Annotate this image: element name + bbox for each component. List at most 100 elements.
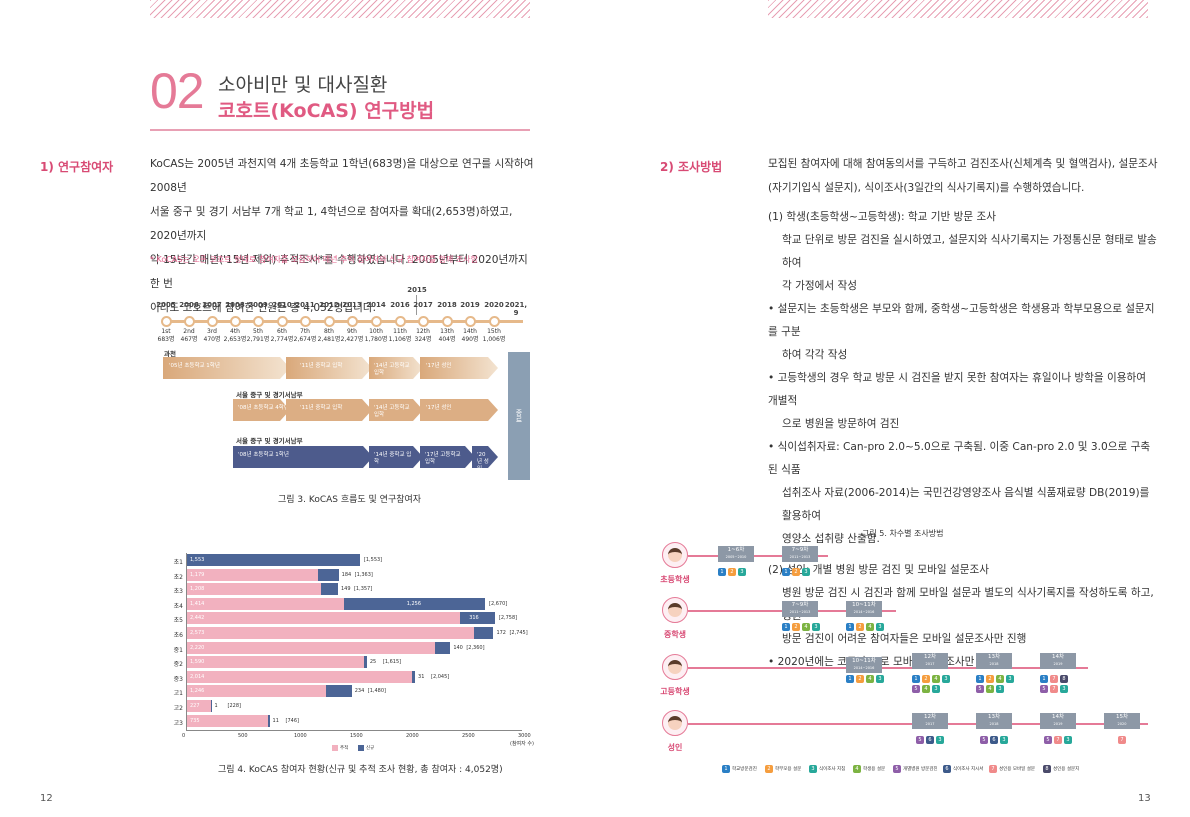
method-badge: 7 xyxy=(1118,736,1126,744)
method-badge: 3 xyxy=(996,685,1004,693)
chart-bar-follow: 1,179 xyxy=(186,568,319,581)
timeline-year: 2019 xyxy=(460,301,480,309)
chart-bar-label: 234 xyxy=(354,688,365,695)
row3-arrow-3: '17년 고등학교 입학 xyxy=(420,446,475,468)
method-badge: 2 xyxy=(792,568,800,576)
timeline-year: 2012 xyxy=(319,301,339,309)
chart-category-label: 초1 xyxy=(173,559,183,566)
para-line: (2) 성인: 개별 병원 방문 검진 및 모바일 설문조사 xyxy=(768,564,989,576)
chart-bar-follow: 735 xyxy=(186,714,269,727)
chart-bar-label: 227 xyxy=(190,703,200,709)
chart-bar-label: 1,553 xyxy=(190,557,205,563)
chart-bar-follow: 227 xyxy=(186,700,212,712)
method-badge: 2 xyxy=(728,568,736,576)
heading-participants: 1) 연구참여자 xyxy=(40,160,114,174)
fig5-legend-item: 8 성인용 설문지 xyxy=(1043,765,1079,773)
section-subtitle: 소아비만 및 대사질환 xyxy=(218,74,388,96)
section-rule xyxy=(150,129,530,131)
timeline-wave-label: 1st 683명 xyxy=(157,328,175,343)
method-badge: 4 xyxy=(802,623,810,631)
timeline-dot xyxy=(253,316,264,327)
timeline-wave-label: 2nd 467명 xyxy=(180,328,198,343)
method-badge: 5 xyxy=(1044,736,1052,744)
fig5-legend-item: 5 개별병원 방문검진 xyxy=(893,765,938,773)
method-badge: 3 xyxy=(802,568,810,576)
para-line: 병원 방문 검진 시 검진과 함께 모바일 설문과 별도의 식사기록지를 작성하… xyxy=(782,587,1154,622)
method-badge: 4 xyxy=(866,623,874,631)
row1-arrow-1: '05년 초등학교 1학년 xyxy=(163,357,290,379)
figure4-caption: 그림 4. KoCAS 참여자 현황(신규 및 추적 조사 현황, 총 참여자 … xyxy=(218,765,503,775)
para-line: 서울 중구 및 경기 서남부 7개 학교 1, 4학년으로 참여자를 확대(2,… xyxy=(150,206,513,242)
chart-bar-follow: 2,014 xyxy=(186,670,412,683)
method-badge: 1 xyxy=(782,623,790,631)
method-badge: 3 xyxy=(932,685,940,693)
chart-bar-label: 2,220 xyxy=(190,644,205,651)
chart-category-label: 중1 xyxy=(173,646,183,654)
chart-x-tick: 3000 xyxy=(518,733,531,739)
chart-x-tick: 0 xyxy=(182,733,186,739)
methods-intro: 모집된 참여자에 대해 참여동의서를 구득하고 검진조사(신체계측 및 혈액검사… xyxy=(768,152,1158,200)
row3-arrow-2: '14년 중학교 입학 xyxy=(369,446,423,468)
chart-bar-label: 140 xyxy=(453,644,463,651)
chart-total-label: [1,363] xyxy=(354,571,373,578)
fig5-legend-item: 3 식이조사 지침 xyxy=(809,765,845,773)
figure3-caption: 그림 3. KoCAS 흐름도 및 연구참여자 xyxy=(278,495,422,505)
timeline-dot xyxy=(184,316,195,327)
timeline-dot xyxy=(300,316,311,327)
chart-bar-label: 2,573 xyxy=(190,630,205,636)
chart-bar-label: 735 xyxy=(190,717,200,724)
timeline-year: 2016 xyxy=(390,301,410,309)
person-adult-icon xyxy=(662,710,688,736)
row3-arrow-4: '20년 성인 xyxy=(472,446,498,468)
timeline-wave-label: 13th 404명 xyxy=(438,328,456,343)
chart-total-label: [1,615] xyxy=(382,659,402,666)
methods-details: (1) 학생(초등학생~고등학생): 학교 기반 방문 조사 학교 단위로 방문… xyxy=(768,206,1158,674)
header-hatch-right xyxy=(768,0,1148,18)
label-middle: 중학생 xyxy=(663,630,687,639)
chart-bar-label: 2,442 xyxy=(190,615,205,622)
timeline-year: 2009 xyxy=(248,301,268,309)
timeline-dot xyxy=(277,316,288,327)
chart-bar-new xyxy=(211,700,213,712)
timeline-dot xyxy=(347,316,358,327)
chart-bar-label: 11 xyxy=(272,717,279,724)
timeline-dot xyxy=(324,316,335,327)
method-badge: 3 xyxy=(876,623,884,631)
timeline-dot xyxy=(161,316,172,327)
chart-legend-new: 신규 xyxy=(358,745,374,751)
para-line: 각 가정에서 작성 xyxy=(782,280,857,292)
timeline-year: 2020 xyxy=(484,301,504,309)
para-line: KoCAS는 2005년 과천지역 4개 초등학교 1학년(683명)을 대상으… xyxy=(150,158,534,194)
method-badge: 6 xyxy=(990,736,998,744)
method-badge: 4 xyxy=(996,675,1004,683)
method-badge: 4 xyxy=(866,675,874,683)
method-badge: 5 xyxy=(1040,685,1048,693)
chart-x-tick: 2500 xyxy=(462,733,475,739)
chart-category-label: 초5 xyxy=(173,617,183,625)
timeline-wave-label: 10th 1,780명 xyxy=(364,328,388,343)
label-adult: 성인 xyxy=(667,743,683,752)
chart-bar-label: 1,208 xyxy=(190,586,205,593)
group-label-seoul-1: 서울 중구 및 경기서남부 xyxy=(236,391,303,399)
timeline-dot xyxy=(442,316,453,327)
timeline-year: 2017 xyxy=(413,301,433,309)
para-line: 학교 단위로 방문 검진을 실시하였고, 설문지와 식사기록지는 가정통신문 형… xyxy=(782,234,1157,269)
wave-box: 13차 2018 xyxy=(976,713,1012,729)
chart-bar-new xyxy=(344,597,486,610)
label-elementary: 초등학생 xyxy=(660,575,690,584)
chart-total-label: [1,553] xyxy=(363,557,383,563)
chart-bar-follow: 1,414 xyxy=(186,597,345,610)
chart-xunit: (참여자 수) xyxy=(510,741,534,747)
chart-bar-new xyxy=(268,714,270,727)
row-line xyxy=(688,667,1088,669)
para-line: • 고등학생의 경우 학교 방문 시 검진을 받지 못한 참여자는 휴일이나 방… xyxy=(768,372,1147,407)
chart-category-label: 초6 xyxy=(173,632,183,639)
chart-xaxis xyxy=(186,730,522,731)
chart-category-label: 고2 xyxy=(173,705,183,712)
chart-total-label: [228] xyxy=(227,703,241,709)
page-number-left: 12 xyxy=(40,793,53,804)
timeline-wave-label: 5th 2,791명 xyxy=(246,328,270,343)
chart-bar-new xyxy=(411,670,416,683)
chart-bar-label: 1,590 xyxy=(190,659,205,666)
method-badge: 7 xyxy=(1050,675,1058,683)
